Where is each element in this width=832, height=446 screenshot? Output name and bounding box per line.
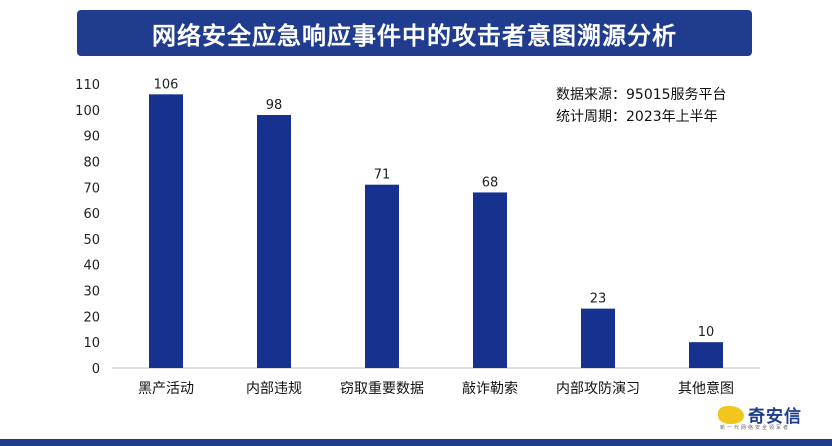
chart-title: 网络安全应急响应事件中的攻击者意图溯源分析	[152, 21, 677, 50]
bar	[257, 114, 291, 369]
data-label: 23	[590, 292, 607, 307]
y-tick-label: 110	[75, 78, 100, 93]
y-tick-label: 50	[83, 233, 100, 248]
logo-name: 奇安信	[748, 407, 802, 427]
x-tick-label: 内部违规	[246, 381, 302, 397]
y-tick-label: 30	[83, 285, 100, 300]
y-tick-label: 10	[83, 336, 100, 351]
logo-tagline: 新一代网络安全领军者	[720, 425, 791, 431]
bar	[689, 342, 723, 368]
data-label: 10	[698, 325, 715, 340]
x-tick-label: 内部攻防演习	[556, 381, 640, 397]
title-banner: 网络安全应急响应事件中的攻击者意图溯源分析	[77, 10, 752, 56]
logo-mark-icon	[718, 406, 744, 424]
bottom-bar	[0, 439, 832, 446]
x-tick-label: 窃取重要数据	[340, 381, 424, 397]
y-tick-label: 70	[83, 181, 100, 196]
bar	[581, 308, 615, 368]
bar	[473, 192, 507, 368]
data-label: 71	[374, 168, 391, 183]
company-logo: 奇安信 新一代网络安全领军者	[718, 402, 818, 432]
y-tick-label: 100	[75, 104, 100, 119]
y-tick-label: 20	[83, 310, 100, 325]
source-note: 数据来源：95015服务平台 统计周期：2023年上半年	[556, 84, 727, 128]
y-tick-label: 40	[83, 259, 100, 274]
x-tick-label: 其他意图	[678, 380, 734, 397]
y-tick-label: 90	[83, 130, 100, 145]
source-line: 数据来源：95015服务平台	[556, 87, 727, 103]
data-label: 106	[154, 77, 179, 92]
bar	[149, 94, 183, 368]
y-tick-label: 80	[83, 155, 100, 170]
data-label: 98	[266, 98, 283, 113]
x-tick-label: 黑产活动	[138, 381, 194, 397]
y-tick-label: 60	[83, 207, 100, 222]
period-line: 统计周期：2023年上半年	[556, 109, 718, 125]
bar	[365, 184, 399, 368]
y-tick-label: 0	[92, 362, 100, 377]
data-label: 68	[482, 175, 499, 190]
x-tick-label: 敲诈勒索	[462, 380, 518, 397]
